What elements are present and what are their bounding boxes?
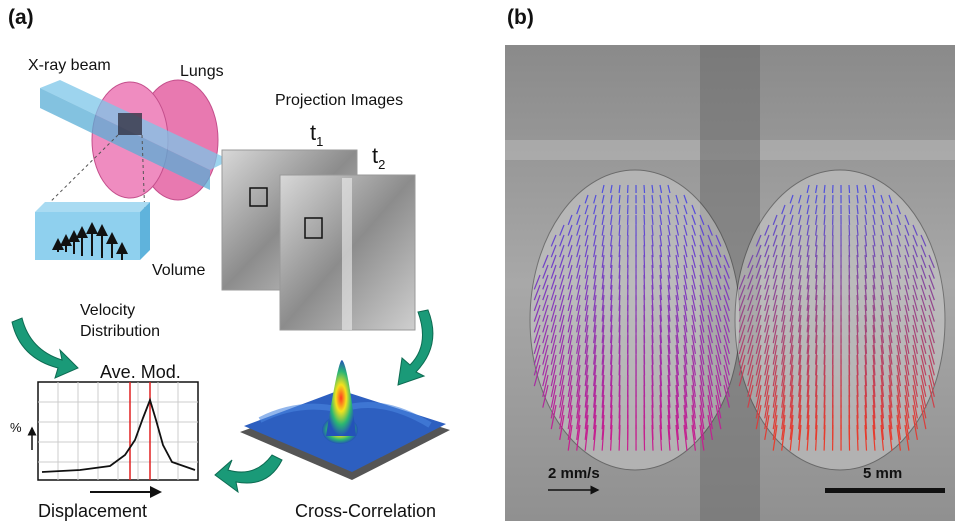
vector-arrow [849,215,850,225]
vector-arrow [849,185,850,193]
volume-box [35,202,150,260]
graph-title: Ave. Mod. [100,362,181,382]
page: (a) X-ray beam Lungs Projection Images V… [0,0,959,530]
velocity-line: Velocity [80,302,135,319]
time-label: t1 [310,120,323,149]
vector-arrow [644,425,645,451]
xray-image [505,45,955,521]
lungs-illustration [40,80,230,220]
lungs-label: Lungs [180,63,224,80]
length-scale: 5 mm [863,465,902,482]
volume-label: Volume [152,262,205,279]
vector-arrow [849,205,850,214]
time-label: t2 [372,143,385,172]
vector-arrow [644,235,645,246]
vector-arrow [644,215,645,225]
velocity-line: Distribution [80,323,160,340]
projection-label: Projection Images [275,92,403,109]
vector-arrow [849,235,850,246]
vector-arrow [644,195,645,203]
panel-label: (a) [8,6,34,29]
velocity-scale: 2 mm/s [548,465,600,482]
time-sub: 2 [378,157,385,172]
graph-y-label: % [10,420,22,435]
figure: (a) X-ray beam Lungs Projection Images V… [0,0,959,525]
beam-label: X-ray beam [28,57,111,74]
correlation-label: Cross-Correlation [295,501,436,521]
vector-arrow [849,195,850,203]
distribution-graph [32,382,198,492]
length-scale-bar [825,488,945,493]
vector-arrow [849,425,850,451]
vector-arrow [849,225,850,236]
vector-arrow [644,185,645,193]
projection-images [222,150,415,330]
vector-arrow [644,205,645,214]
graph-x-label: Displacement [38,501,147,521]
panel-label: (b) [507,6,534,29]
vector-arrow [644,225,645,236]
velocity-label: Velocity Distribution [80,302,160,340]
time-sub: 1 [316,134,323,149]
